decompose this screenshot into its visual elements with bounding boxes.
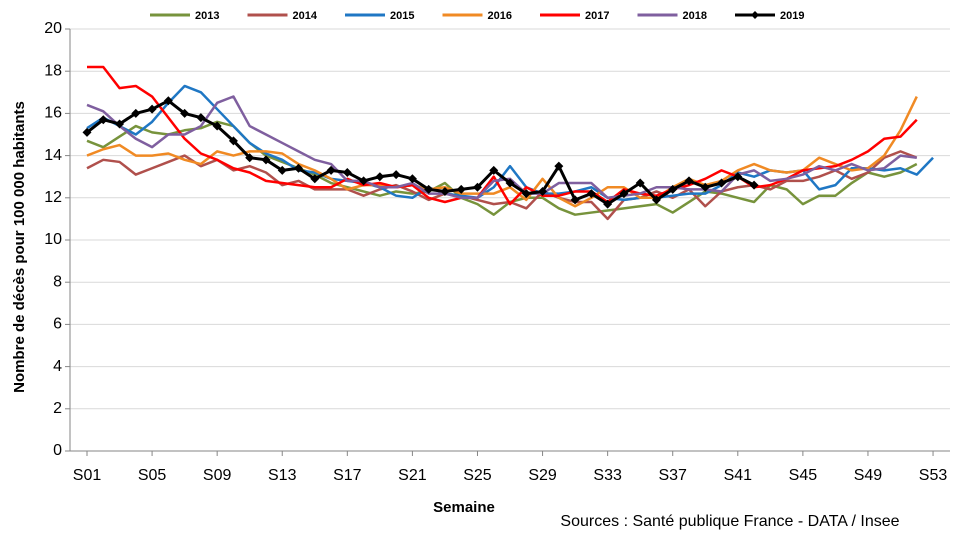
marker [472,182,482,192]
marker [733,172,743,182]
legend-label: 2016 [488,10,512,22]
x-tick-label: S41 [724,467,753,484]
marker [586,189,596,199]
marker [163,96,173,106]
legend-marker [751,11,759,19]
x-tick-label: S25 [463,467,492,484]
x-tick-label: S49 [854,467,883,484]
source-note: Sources : Santé publique France - DATA /… [560,513,899,530]
marker [424,184,434,194]
marker [456,184,466,194]
x-tick-label: S37 [658,467,687,484]
y-tick-label: 4 [53,358,62,375]
x-tick-label: S09 [203,467,232,484]
x-tick-label: S53 [919,467,948,484]
legend-label: 2014 [293,10,318,22]
marker [717,178,727,188]
x-tick-label: S17 [333,467,362,484]
marker [98,115,108,125]
marker [115,119,125,129]
y-axis-title: Nombre de décès pour 100 000 habitants [11,101,28,393]
x-tick-label: S29 [528,467,557,484]
marker [635,178,645,188]
y-tick-label: 6 [53,316,62,333]
x-tick-label: S33 [593,467,622,484]
marker [749,180,759,190]
marker [180,108,190,118]
y-tick-label: 16 [44,105,62,122]
marker [391,170,401,180]
marker [407,174,417,184]
legend-label: 2017 [585,10,609,22]
marker [668,184,678,194]
legend-label: 2018 [683,10,707,22]
marker [651,195,661,205]
marker [294,163,304,173]
marker [342,167,352,177]
x-tick-label: S45 [789,467,818,484]
series-line [86,120,918,216]
marker [554,161,564,171]
y-tick-label: 2 [53,400,62,417]
marker [619,189,629,199]
marker [245,153,255,163]
series-line [86,95,917,200]
marker [700,182,710,192]
marker [375,172,385,182]
marker [212,121,222,131]
legend-label: 2013 [195,10,219,22]
marker [538,186,548,196]
y-tick-label: 14 [44,147,62,164]
legend-label: 2019 [780,10,804,22]
marker [684,176,694,186]
y-tick-label: 10 [44,231,62,248]
legend-label: 2015 [390,10,414,22]
marker [131,108,141,118]
marker [228,136,238,146]
marker [603,199,613,209]
marker [261,155,271,165]
x-tick-label: S21 [398,467,427,484]
x-tick-label: S05 [138,467,167,484]
marker [505,178,515,188]
marker [521,189,531,199]
y-tick-label: 18 [44,62,62,79]
y-tick-label: 12 [44,189,62,206]
marker [440,186,450,196]
marker [359,176,369,186]
marker [277,165,287,175]
marker [82,127,92,137]
y-tick-label: 0 [53,442,62,459]
x-tick-label: S13 [268,467,297,484]
marker [147,104,157,114]
x-tick-label: S01 [73,467,102,484]
y-tick-label: 8 [53,273,62,290]
series-line [87,65,918,206]
marker [310,174,320,184]
marker [326,165,336,175]
x-axis-title: Semaine [433,499,495,516]
marker [570,195,580,205]
y-tick-label: 20 [44,20,62,37]
marker [196,113,206,123]
marker [489,165,499,175]
